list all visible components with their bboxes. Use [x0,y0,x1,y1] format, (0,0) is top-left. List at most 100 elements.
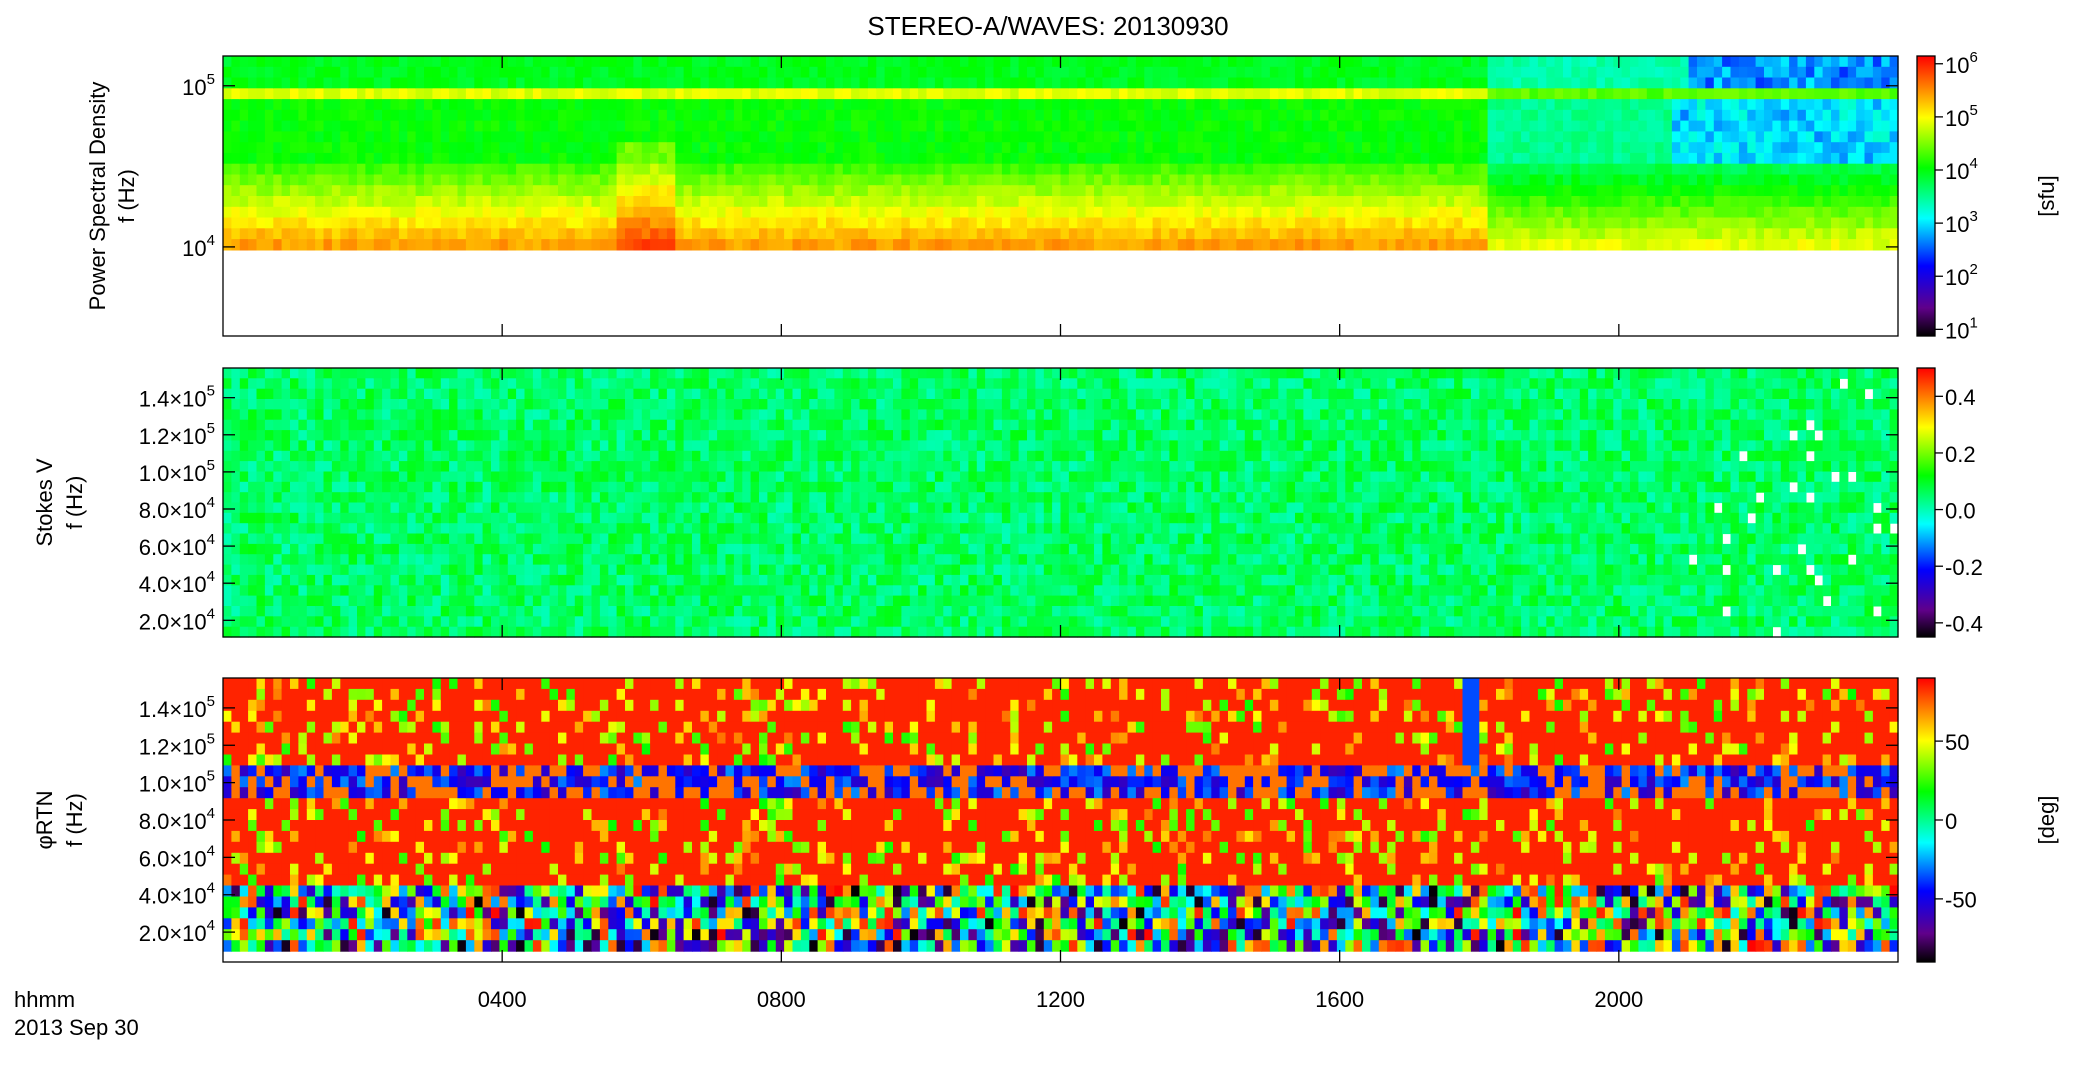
spectrogram-cell [1177,88,1187,100]
spectrogram-cell [700,228,710,240]
spectrogram-cell [1604,196,1614,208]
spectrogram-cell [633,606,643,617]
spectrogram-cell [817,99,827,111]
spectrogram-cell [516,512,526,524]
spectrogram-cell [281,217,291,229]
spectrogram-cell [491,185,500,197]
spectrogram-cell [968,99,978,111]
spectrogram-cell [599,502,609,514]
spectrogram-cell [591,543,601,555]
spectrogram-cell [742,185,752,197]
spectrogram-cell [591,461,601,472]
spectrogram-cell [1127,206,1137,219]
spectrogram-cell [348,88,358,100]
spectrogram-cell [1688,120,1698,132]
spectrogram-cell [633,163,643,176]
spectrogram-cell [1822,185,1832,197]
spectrogram-cell [1370,120,1380,132]
spectrogram-cell [1831,163,1840,176]
spectrogram-cell [558,419,567,431]
spectrogram-cell [373,185,383,197]
spectrogram-cell [1537,228,1547,240]
spectrogram-cell [1043,56,1053,68]
spectrogram-cell [273,77,283,89]
spectrogram-cell [1688,152,1698,165]
spectrogram-cell [1152,217,1162,229]
spectrogram-cell [340,185,350,197]
spectrogram-cell [1135,99,1145,111]
spectrogram-cell [625,419,634,431]
spectrogram-cell [943,88,953,100]
spectrogram-cell [951,109,961,122]
spectrogram-cell [407,502,417,514]
spectrogram-cell [1881,77,1891,89]
spectrogram-cell [1001,142,1011,154]
spectrogram-cell [926,196,936,208]
spectrogram-cell [1236,185,1246,197]
spectrogram-cell [440,606,450,617]
spectrogram-cell [1814,228,1824,240]
spectrogram-cell [1253,120,1263,132]
spectrogram-cell [248,595,258,607]
spectrogram-cell [1847,228,1857,240]
spectrogram-cell [348,206,358,219]
spectrogram-cell [1202,174,1212,186]
spectrogram-cell [231,174,241,186]
spectrogram-cell [424,368,433,379]
spectrogram-cell [273,88,283,100]
spectrogram-cell [566,626,576,638]
spectrogram-cell [1671,217,1681,229]
spectrogram-cell [1001,185,1011,197]
spectrogram-cell [1504,239,1514,251]
spectrogram-cell [608,616,618,628]
spectrogram-cell [532,368,542,379]
spectrogram-cell [943,206,953,219]
spectrogram-cell [1068,88,1078,100]
spectrogram-cell [390,174,400,186]
spectrogram-cell [591,564,601,576]
spectrogram-cell [650,502,660,514]
spectrogram-cell [867,131,877,143]
spectrogram-cell [976,196,986,208]
spectrogram-cell [449,533,459,545]
spectrogram-cell [1680,56,1690,68]
spectrogram-cell [239,492,249,504]
spectrogram-cell [591,616,601,628]
spectrogram-cell [666,131,676,143]
spectrogram-cell [382,450,392,462]
spectrogram-cell [901,196,911,208]
spectrogram-cell [549,368,559,379]
spectrogram-cell [859,163,869,176]
spectrogram-cell [390,217,400,229]
spectrogram-cell [1563,217,1572,229]
spectrogram-cell [499,574,509,586]
spectrogram-cell [1110,185,1120,197]
spectrogram-cell [1872,206,1882,219]
spectrogram-cell [432,399,442,410]
spectrogram-cell [817,66,827,79]
spectrogram-cell [616,626,626,638]
spectrogram-cell [884,152,894,165]
spectrogram-cell [1060,77,1070,89]
spectrogram-cell [1094,109,1103,122]
spectrogram-cell [1797,131,1807,143]
spectrogram-cell [1814,152,1824,165]
spectrogram-cell [1638,217,1648,229]
spectrogram-cell [1780,228,1790,240]
spectrogram-cell [1889,56,1899,68]
spectrogram-cell [407,564,417,576]
spectrogram-cell [1295,217,1304,229]
spectrogram-cell [599,616,609,628]
spectrogram-cell [1278,206,1288,219]
spectrogram-cell [1010,99,1020,111]
spectrogram-cell [775,142,785,154]
spectrogram-cell [482,606,492,617]
spectrogram-cell [1454,56,1464,68]
spectrogram-cell [1604,206,1614,219]
spectrogram-cell [398,206,408,219]
spectrogram-cell [532,543,542,555]
spectrogram-cell [951,174,961,186]
spectrogram-cell [1353,77,1363,89]
spectrogram-cell [583,163,593,176]
spectrogram-cell [792,109,802,122]
